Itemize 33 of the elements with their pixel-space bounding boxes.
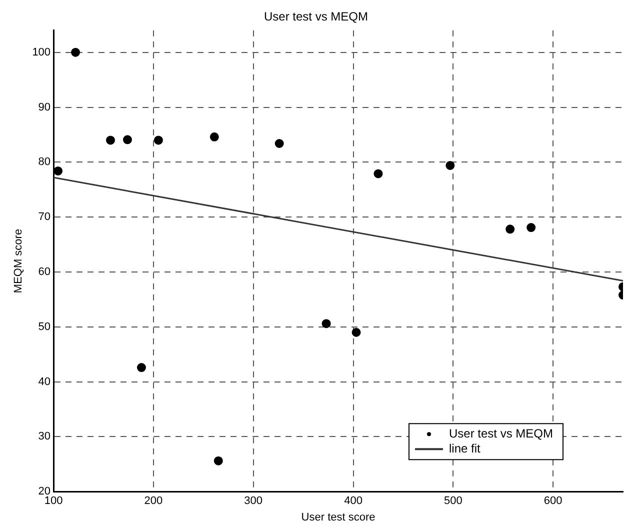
point bbox=[106, 136, 115, 145]
point bbox=[71, 48, 80, 57]
y-tick-label: 50 bbox=[38, 320, 51, 333]
x-tick-label: 600 bbox=[544, 495, 562, 508]
x-tick-label: 200 bbox=[144, 495, 163, 508]
point bbox=[374, 169, 383, 178]
y-tick-label: 70 bbox=[38, 211, 51, 224]
legend-label: line fit bbox=[448, 441, 482, 456]
point bbox=[506, 224, 515, 234]
point bbox=[526, 223, 536, 232]
point bbox=[352, 328, 361, 337]
point bbox=[214, 456, 223, 466]
point bbox=[122, 135, 132, 144]
point bbox=[54, 166, 63, 176]
y-tick-label: 100 bbox=[32, 46, 51, 58]
point bbox=[154, 136, 163, 145]
point bbox=[210, 132, 219, 142]
y-tick-label: 80 bbox=[38, 156, 51, 168]
y-axis-title: MEQM score bbox=[12, 228, 25, 294]
legend-label: User test vs MEQM bbox=[448, 426, 554, 440]
x-axis-title: User test score bbox=[301, 511, 376, 524]
y-tick-label: 60 bbox=[38, 266, 51, 278]
y-tick-label: 40 bbox=[38, 376, 51, 388]
x-tick-label: 300 bbox=[244, 495, 263, 508]
point bbox=[322, 319, 331, 328]
point bbox=[274, 139, 284, 148]
y-tick-label: 30 bbox=[38, 430, 51, 443]
x-tick-label: 500 bbox=[444, 495, 462, 508]
point bbox=[136, 363, 146, 372]
x-tick-label: 400 bbox=[344, 495, 362, 508]
point bbox=[446, 160, 455, 170]
chart-title: User test vs MEQM bbox=[264, 10, 368, 24]
y-tick-label: 90 bbox=[38, 101, 51, 114]
